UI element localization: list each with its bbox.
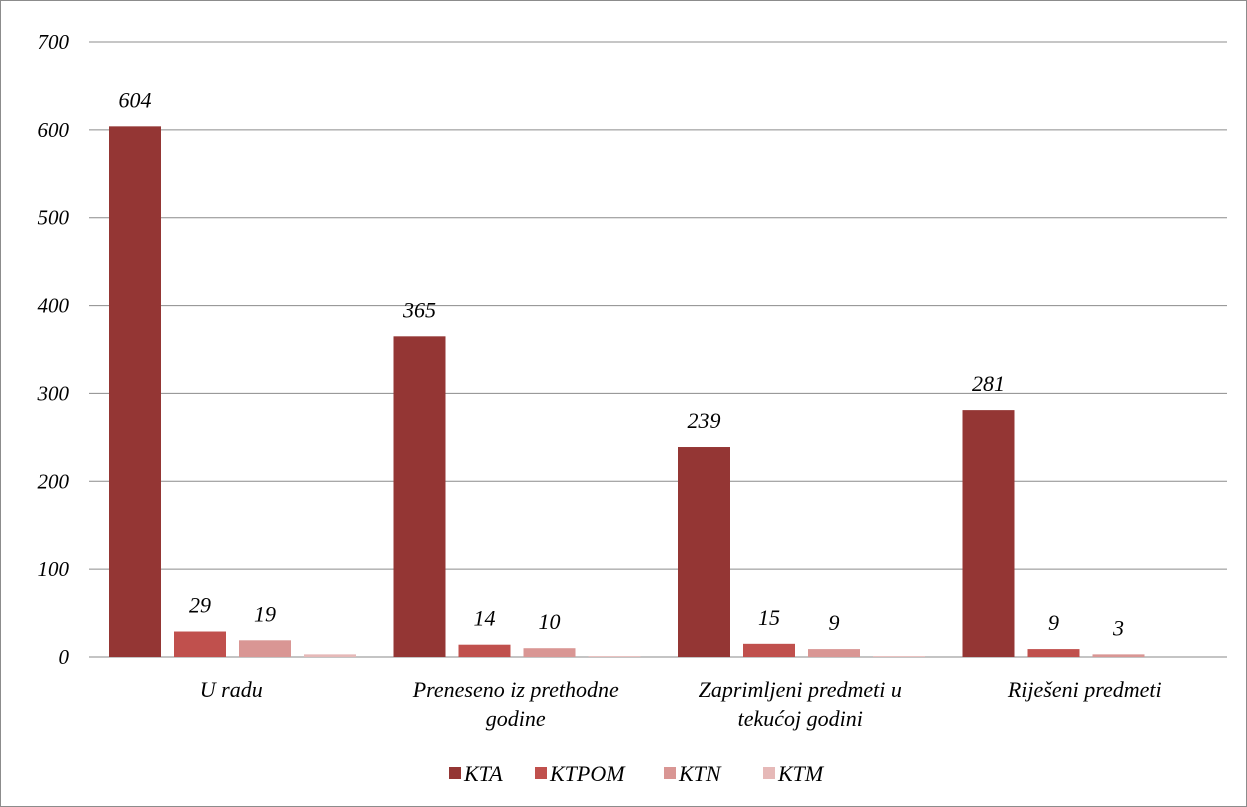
data-label: 14 [474,606,496,631]
y-tick-label: 200 [38,469,70,493]
y-tick-label: 400 [38,294,70,318]
bar-ktm-0 [304,654,356,657]
bar-ktm-2 [873,656,925,657]
bar-ktpom-2 [743,643,795,657]
legend: KTA KTPOM KTN KTM [449,761,825,786]
legend-swatch-ktpom [535,767,547,779]
category-label: tekućoj godini [738,706,863,731]
legend-label-ktn: KTN [678,761,722,786]
y-tick-label: 100 [38,557,70,581]
bar-ktpom-3 [1027,649,1080,657]
data-labels: 604 29 19 365 14 10 239 15 9 281 9 3 [119,87,1125,640]
bar-ktpom-0 [174,631,226,657]
data-label: 604 [119,87,152,112]
data-label: 3 [1112,615,1124,640]
category-label: Zaprimljeni predmeti u [699,677,902,702]
category-label: Riješeni predmeti [1007,677,1162,702]
data-label: 10 [539,609,561,634]
data-label: 365 [402,297,436,322]
data-label: 19 [254,601,276,626]
data-label: 29 [189,593,211,618]
y-tick-label: 600 [38,118,70,142]
bar-ktn-1 [523,648,576,657]
category-label: godine [486,706,546,731]
y-axis-ticks: 0 100 200 300 400 500 600 700 [37,30,70,669]
data-label: 239 [688,408,721,433]
gridlines [89,41,1227,658]
legend-label-ktm: KTM [777,761,825,786]
bar-ktpom-1 [458,644,511,657]
bar-kta-2 [678,447,730,657]
data-label: 15 [758,605,780,630]
category-labels: U radu Preneseno iz prethodne godine Zaprim… [200,677,1162,731]
legend-swatch-kta [449,767,461,779]
y-tick-label: 300 [37,381,70,405]
category-label: Preneseno iz prethodne [412,677,619,702]
category-label: U radu [200,677,263,702]
y-tick-label: 500 [38,206,70,230]
bar-kta-3 [962,410,1015,657]
y-tick-label: 700 [38,30,70,54]
y-tick-label: 0 [59,645,70,669]
legend-swatch-ktn [664,767,676,779]
bar-ktm-1 [588,656,641,657]
legend-label-ktpom: KTPOM [549,761,626,786]
bar-ktn-2 [808,649,860,657]
legend-swatch-ktm [763,767,775,779]
bar-ktn-3 [1092,654,1145,657]
data-label: 281 [972,371,1005,396]
data-label: 9 [829,610,840,635]
bar-kta-1 [393,336,446,657]
bar-kta-0 [109,126,161,658]
data-label: 9 [1048,610,1059,635]
bars [109,126,1145,658]
bar-ktn-0 [239,640,291,657]
legend-label-kta: KTA [463,761,503,786]
